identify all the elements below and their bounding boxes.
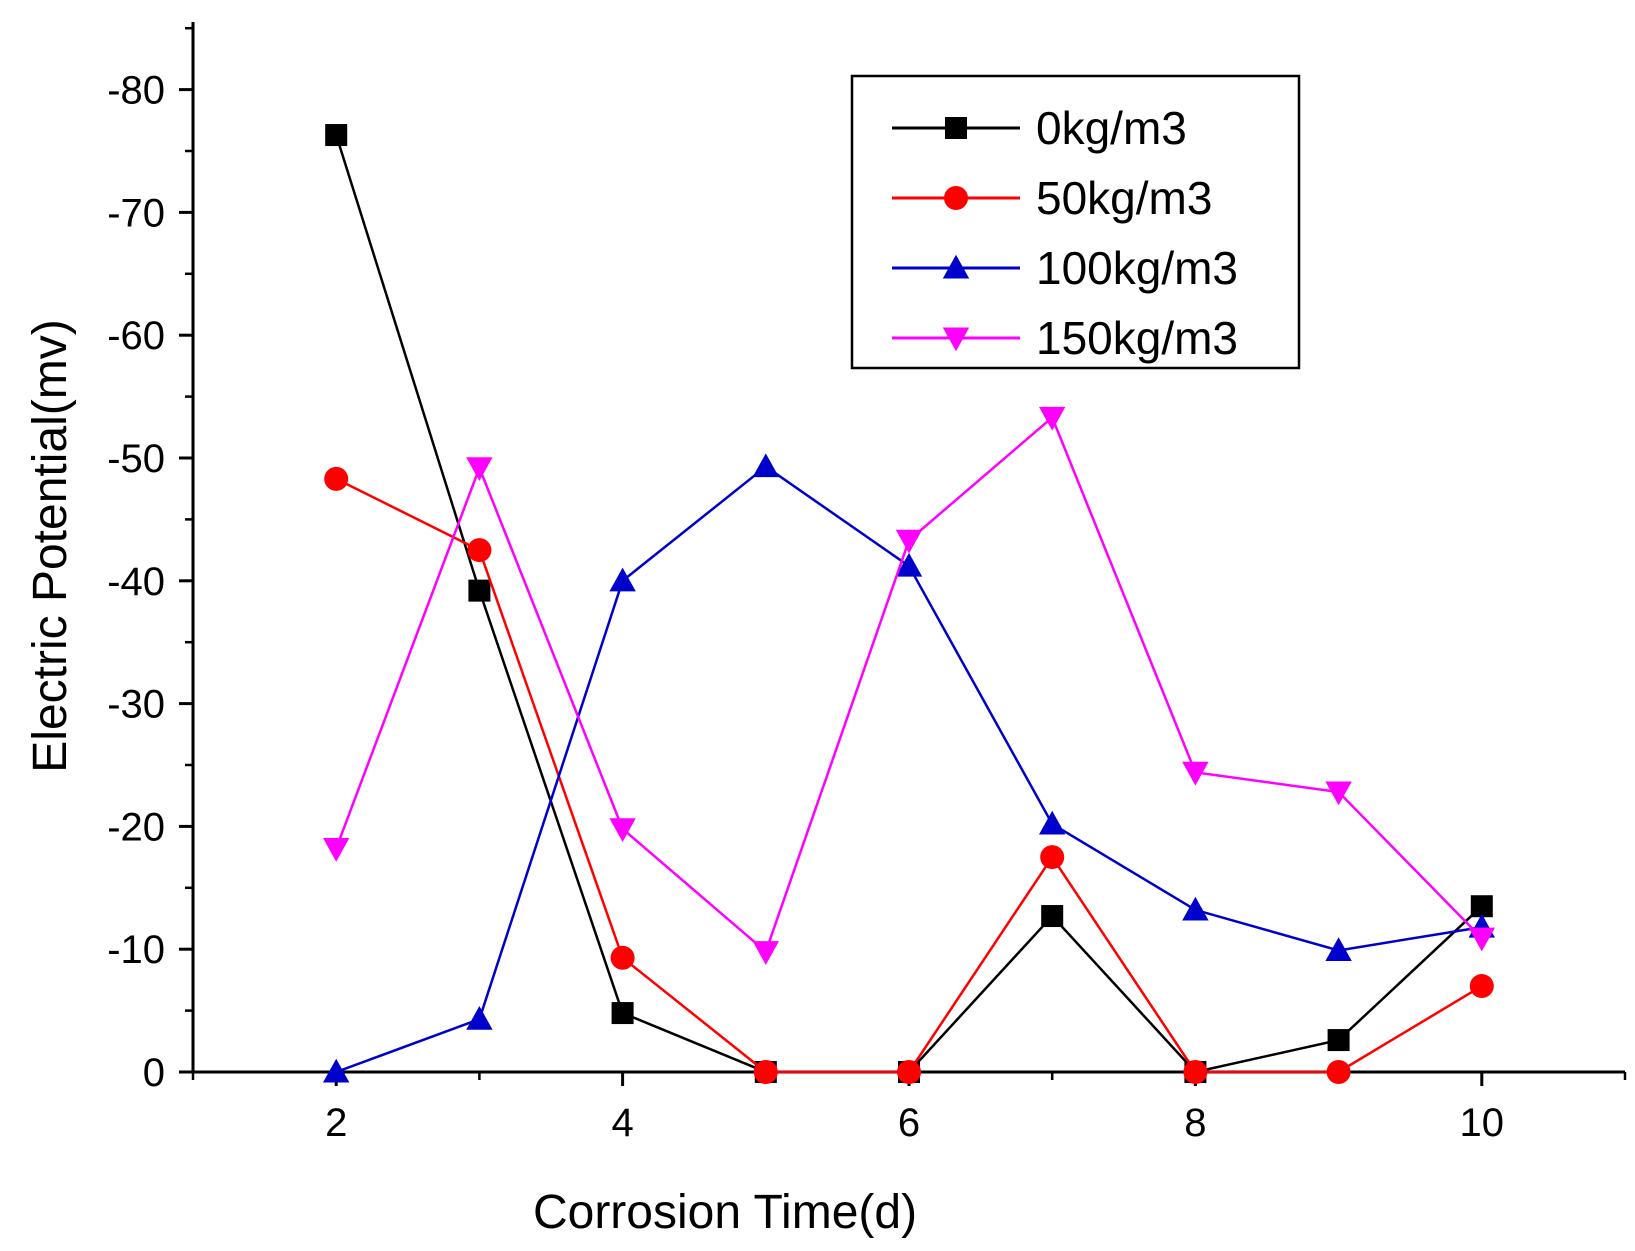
data-point	[609, 567, 636, 592]
legend-label: 150kg/m3	[1036, 312, 1238, 364]
data-point	[752, 453, 779, 478]
x-tick-label: 10	[1460, 1101, 1505, 1145]
legend-swatch-marker	[945, 117, 967, 139]
y-tick-label: -20	[107, 805, 165, 849]
data-point	[1326, 1060, 1351, 1084]
x-tick-label: 8	[1184, 1101, 1206, 1145]
data-point	[752, 941, 779, 965]
data-point	[1182, 896, 1209, 921]
y-tick-label: -30	[107, 683, 165, 727]
data-point	[467, 538, 492, 563]
legend-label: 100kg/m3	[1036, 242, 1238, 294]
data-point	[753, 1060, 778, 1084]
series-line	[335, 415, 1483, 954]
y-axis-title: Electric Potential(mv)	[24, 319, 77, 772]
data-point	[895, 552, 923, 577]
y-tick-label: -70	[107, 191, 165, 235]
data-point	[1040, 845, 1065, 870]
data-point	[1039, 406, 1066, 431]
x-tick-label: 2	[325, 1101, 347, 1145]
data-point	[1325, 781, 1352, 806]
data-point	[468, 579, 491, 602]
data-point	[323, 837, 350, 862]
data-point	[325, 124, 348, 147]
legend-swatch-marker	[944, 186, 968, 210]
x-tick-label: 4	[611, 1101, 633, 1145]
x-tick-label: 6	[898, 1101, 920, 1145]
legend-swatch-marker	[942, 327, 970, 352]
y-tick-label: -50	[107, 437, 165, 481]
data-point	[1182, 761, 1209, 786]
data-point	[611, 1002, 634, 1025]
legend-swatch-marker	[942, 254, 970, 279]
data-point	[1039, 810, 1066, 835]
data-point	[1041, 905, 1064, 928]
y-tick-label: -40	[107, 560, 165, 604]
y-tick-label: 0	[143, 1051, 165, 1095]
legend-label: 50kg/m3	[1036, 172, 1212, 224]
legend-box	[850, 74, 1301, 370]
data-point	[324, 466, 349, 491]
data-point	[1327, 1029, 1350, 1052]
data-point	[466, 457, 493, 482]
data-point	[1470, 895, 1493, 918]
data-point	[897, 1060, 921, 1084]
y-tick-label: -10	[107, 928, 165, 972]
data-point	[1469, 974, 1494, 999]
data-point	[466, 1005, 493, 1030]
legend: 0kg/m3 50kg/m3 100kg/m3 150kg/m3	[850, 74, 1301, 370]
data-point	[323, 1058, 350, 1083]
legend-label: 0kg/m3	[1036, 102, 1187, 154]
data-point	[1325, 937, 1352, 961]
data-point	[609, 818, 636, 843]
series-3	[323, 406, 1495, 965]
axes: 0 -10 -20 -30 -40 -50 -60 -70 -80 2 4 6 8 10	[107, 22, 1627, 1145]
y-tick-label: -80	[107, 69, 165, 113]
series-layer	[323, 124, 1495, 1084]
data-point	[895, 529, 923, 554]
data-point	[1183, 1060, 1208, 1084]
data-point	[610, 945, 635, 970]
x-axis-title: Corrosion Time(d)	[533, 1186, 917, 1239]
y-tick-label: -60	[107, 314, 165, 358]
data-point	[1468, 927, 1495, 952]
series-1	[324, 466, 1494, 1084]
